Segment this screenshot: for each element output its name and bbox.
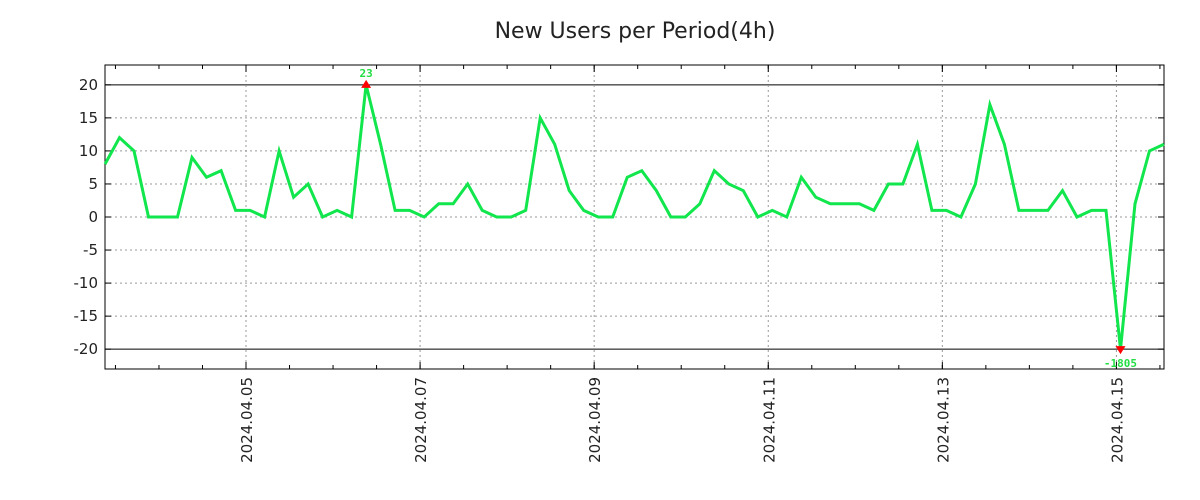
max-marker bbox=[361, 79, 372, 88]
y-tick-label: -5 bbox=[83, 241, 98, 259]
x-tick-label: 2024.04.13 bbox=[934, 377, 952, 463]
y-tick-label: -10 bbox=[74, 274, 99, 292]
y-tick-label: 15 bbox=[79, 109, 98, 127]
y-tick-label: -15 bbox=[74, 307, 99, 325]
annotations: 23 -1805 bbox=[359, 67, 1137, 370]
x-tick-label: 2024.04.09 bbox=[586, 377, 604, 463]
plot-frame bbox=[104, 64, 1165, 370]
y-tick-label: 20 bbox=[79, 76, 98, 94]
series bbox=[103, 84, 1165, 350]
y-tick-label: -20 bbox=[74, 340, 99, 358]
x-tick-label: 2024.04.11 bbox=[760, 377, 778, 463]
axes: 20 15 10 5 0 -5 -10 -15 -20 2024.04.05 2024.04.07 2… bbox=[74, 64, 1165, 463]
x-tick-label: 2024.04.05 bbox=[238, 377, 256, 463]
series-line bbox=[103, 84, 1165, 350]
grid bbox=[105, 65, 1164, 369]
y-tick-label: 0 bbox=[88, 208, 98, 226]
min-marker bbox=[1115, 346, 1126, 355]
x-tick-label: 2024.04.15 bbox=[1108, 377, 1126, 463]
max-label: 23 bbox=[359, 67, 372, 80]
min-label: -1805 bbox=[1104, 357, 1137, 370]
y-tick-label: 5 bbox=[88, 175, 98, 193]
chart-title: New Users per Period(4h) bbox=[495, 19, 776, 44]
y-tick-label: 10 bbox=[79, 142, 98, 160]
x-tick-label: 2024.04.07 bbox=[412, 377, 430, 463]
